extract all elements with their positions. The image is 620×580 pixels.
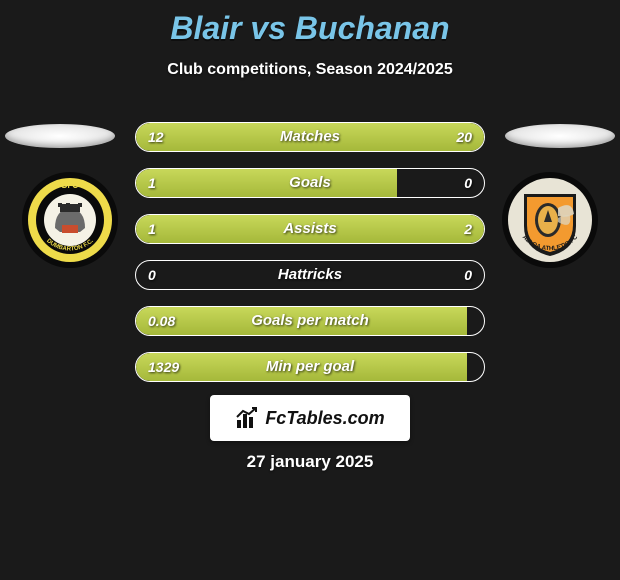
bar-chart-icon	[235, 406, 259, 430]
svg-text:DFC: DFC	[62, 181, 79, 190]
page-title: Blair vs Buchanan	[0, 0, 620, 47]
branding-text: FcTables.com	[265, 408, 384, 429]
club-crest-left: DFC DUMBARTON F.C.	[20, 170, 120, 270]
player-silhouette-right	[505, 124, 615, 148]
stat-bar: 0.08Goals per match	[135, 306, 485, 336]
alloa-crest-icon: ALLOA ATHLETIC FC	[500, 170, 600, 270]
subtitle: Club competitions, Season 2024/2025	[0, 61, 620, 79]
bar-label: Assists	[136, 215, 484, 243]
branding-badge: FcTables.com	[210, 395, 410, 441]
dumbarton-crest-icon: DFC DUMBARTON F.C.	[20, 170, 120, 270]
club-crest-right: ALLOA ATHLETIC FC	[500, 170, 600, 270]
stat-bar: 1220Matches	[135, 122, 485, 152]
bar-label: Hattricks	[136, 261, 484, 289]
date-text: 27 january 2025	[0, 452, 620, 472]
stat-bar: 12Assists	[135, 214, 485, 244]
stat-bar: 1329Min per goal	[135, 352, 485, 382]
stat-bar: 00Hattricks	[135, 260, 485, 290]
bar-label: Matches	[136, 123, 484, 151]
comparison-bars: 1220Matches 10Goals 12Assists 00Hattricks 0.…	[135, 122, 485, 398]
player-silhouette-left	[5, 124, 115, 148]
bar-label: Goals per match	[136, 307, 484, 335]
stat-bar: 10Goals	[135, 168, 485, 198]
bar-label: Goals	[136, 169, 484, 197]
bar-label: Min per goal	[136, 353, 484, 381]
